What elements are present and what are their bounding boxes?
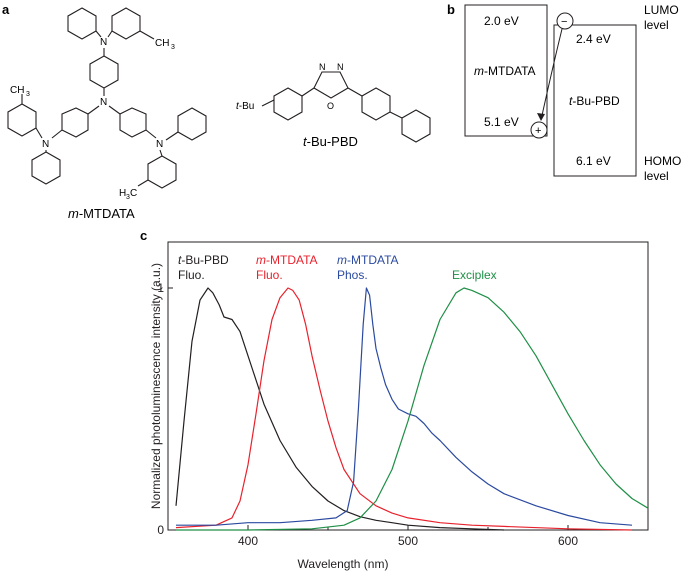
atom-n: N (100, 37, 107, 48)
legend-tbupbd-line2: Fluo. (178, 268, 205, 282)
hole-icon (530, 121, 548, 139)
panel-a-label: a (2, 2, 10, 17)
svg-text:N: N (42, 139, 49, 150)
svg-text:N: N (156, 139, 163, 150)
svg-text:CH: CH (155, 38, 169, 49)
m-mtdata-name: m-MTDATA (68, 206, 135, 221)
svg-text:N: N (319, 62, 326, 72)
x-tick-label: 600 (558, 534, 578, 548)
svg-text:level: level (644, 18, 669, 32)
arrow-head-icon (537, 113, 545, 121)
axis-ticks: 400 500 600 0 1 (157, 281, 649, 548)
y-tick-label: 0 (157, 523, 164, 537)
svg-text:O: O (327, 101, 334, 111)
series-line-1 (175, 287, 505, 531)
svg-text:C: C (130, 188, 137, 199)
t-bu-pbd-lumo-value: 2.4 eV (576, 32, 611, 46)
m-mtdata-lumo-value: 2.0 eV (484, 14, 519, 28)
legend-mtdata-phos-line1: m-MTDATA (337, 253, 399, 267)
legend-mtdata-fluo-line1: m-MTDATA (256, 253, 318, 267)
x-axis-label: Wavelength (nm) (298, 557, 389, 571)
panel-c-label: c (140, 228, 147, 243)
t-bu-pbd-homo-value: 6.1 eV (576, 154, 611, 168)
y-tick-label: 1 (157, 281, 164, 295)
electron-icon (556, 12, 574, 30)
m-mtdata-energy-box (464, 4, 548, 137)
t-bu-pbd-name: t-Bu-PBD (303, 134, 358, 149)
legend-exciplex: Exciplex (452, 268, 497, 282)
m-mtdata-homo-value: 5.1 eV (484, 115, 519, 129)
series-line-3 (176, 287, 633, 526)
svg-text:level: level (644, 169, 669, 183)
svg-text:3: 3 (126, 194, 130, 201)
legend-tbupbd-line1: t-Bu-PBD (178, 253, 229, 267)
recombination-arrow (540, 28, 563, 121)
series-line-2 (175, 287, 633, 531)
svg-text:N: N (337, 62, 344, 72)
svg-text:+: + (535, 125, 541, 137)
spectra-lines (175, 287, 649, 531)
legend-mtdata-phos-line2: Phos. (337, 268, 368, 282)
svg-text:H: H (119, 188, 126, 199)
x-tick-label: 500 (398, 534, 418, 548)
m-mtdata-box-name: m-MTDATA (474, 64, 536, 78)
svg-text:−: − (561, 16, 567, 28)
svg-text:t-Bu: t-Bu (236, 101, 254, 112)
m-mtdata-structure: CH 3 N N N CH 3 N (7, 7, 207, 201)
series-line-4 (176, 287, 649, 531)
t-bu-pbd-structure: t-Bu N N O (236, 62, 431, 143)
svg-text:N: N (100, 97, 107, 108)
panel-b-label: b (447, 2, 455, 17)
x-tick-label: 400 (238, 534, 258, 548)
homo-level-label: HOMO (644, 154, 681, 168)
t-bu-pbd-energy-box (553, 24, 637, 177)
t-bu-pbd-box-name: t-Bu-PBD (569, 94, 620, 108)
legend-mtdata-fluo-line2: Fluo. (256, 268, 283, 282)
plot-frame (167, 241, 649, 531)
svg-text:3: 3 (26, 91, 30, 98)
lumo-level-label: LUMO (644, 3, 679, 17)
pl-spectra-chart: 400 500 600 0 1 (157, 241, 649, 548)
svg-text:CH: CH (10, 85, 24, 96)
y-axis-label: Normalized photoluminescence intensity (… (149, 263, 163, 509)
svg-text:3: 3 (171, 44, 175, 51)
